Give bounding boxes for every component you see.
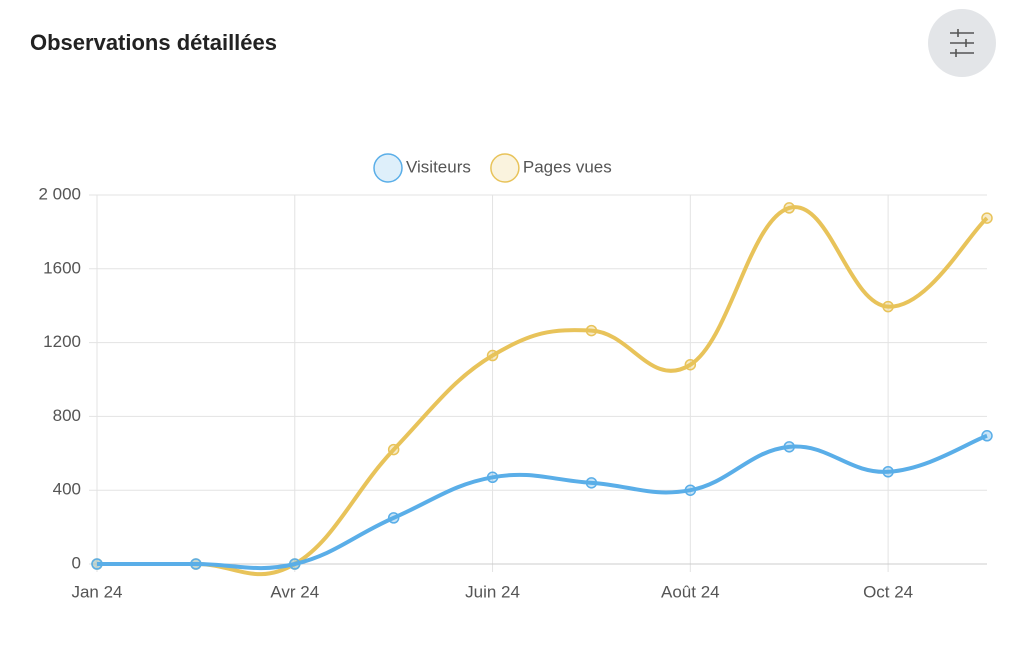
- point: [585, 477, 598, 489]
- point: [91, 558, 103, 570]
- line: [96, 433, 988, 571]
- y-tick-label: 0: [72, 553, 81, 572]
- line: [96, 205, 989, 577]
- point: [981, 212, 993, 224]
- point: [486, 349, 499, 362]
- point: [190, 558, 202, 570]
- point: [684, 358, 697, 371]
- point: [783, 441, 795, 453]
- point: [289, 558, 301, 570]
- point: [882, 466, 894, 478]
- settings-button[interactable]: [928, 9, 996, 77]
- x-tick-label: Juin 24: [465, 582, 520, 601]
- point: [684, 484, 697, 496]
- chart-title: Observations détaillées: [30, 30, 277, 55]
- point: [387, 512, 400, 524]
- y-tick-label: 1200: [43, 332, 81, 351]
- legend-label: Pages vues: [523, 157, 612, 176]
- y-tick-label: 1600: [43, 258, 81, 277]
- legend-swatch: [490, 153, 520, 183]
- x-tick-label: Avr 24: [270, 582, 319, 601]
- point: [387, 443, 400, 456]
- x-tick-label: Août 24: [661, 582, 720, 601]
- point: [585, 324, 598, 337]
- x-tick-label: Jan 24: [71, 582, 122, 601]
- point: [486, 471, 499, 484]
- legend-swatch: [373, 153, 403, 183]
- y-tick-label: 400: [53, 480, 81, 499]
- legend-label: Visiteurs: [406, 157, 471, 176]
- point: [981, 430, 993, 442]
- y-tick-label: 2 000: [38, 184, 81, 203]
- point: [783, 202, 795, 214]
- point: [882, 300, 894, 313]
- y-tick-label: 800: [53, 406, 81, 425]
- x-tick-label: Oct 24: [863, 582, 913, 601]
